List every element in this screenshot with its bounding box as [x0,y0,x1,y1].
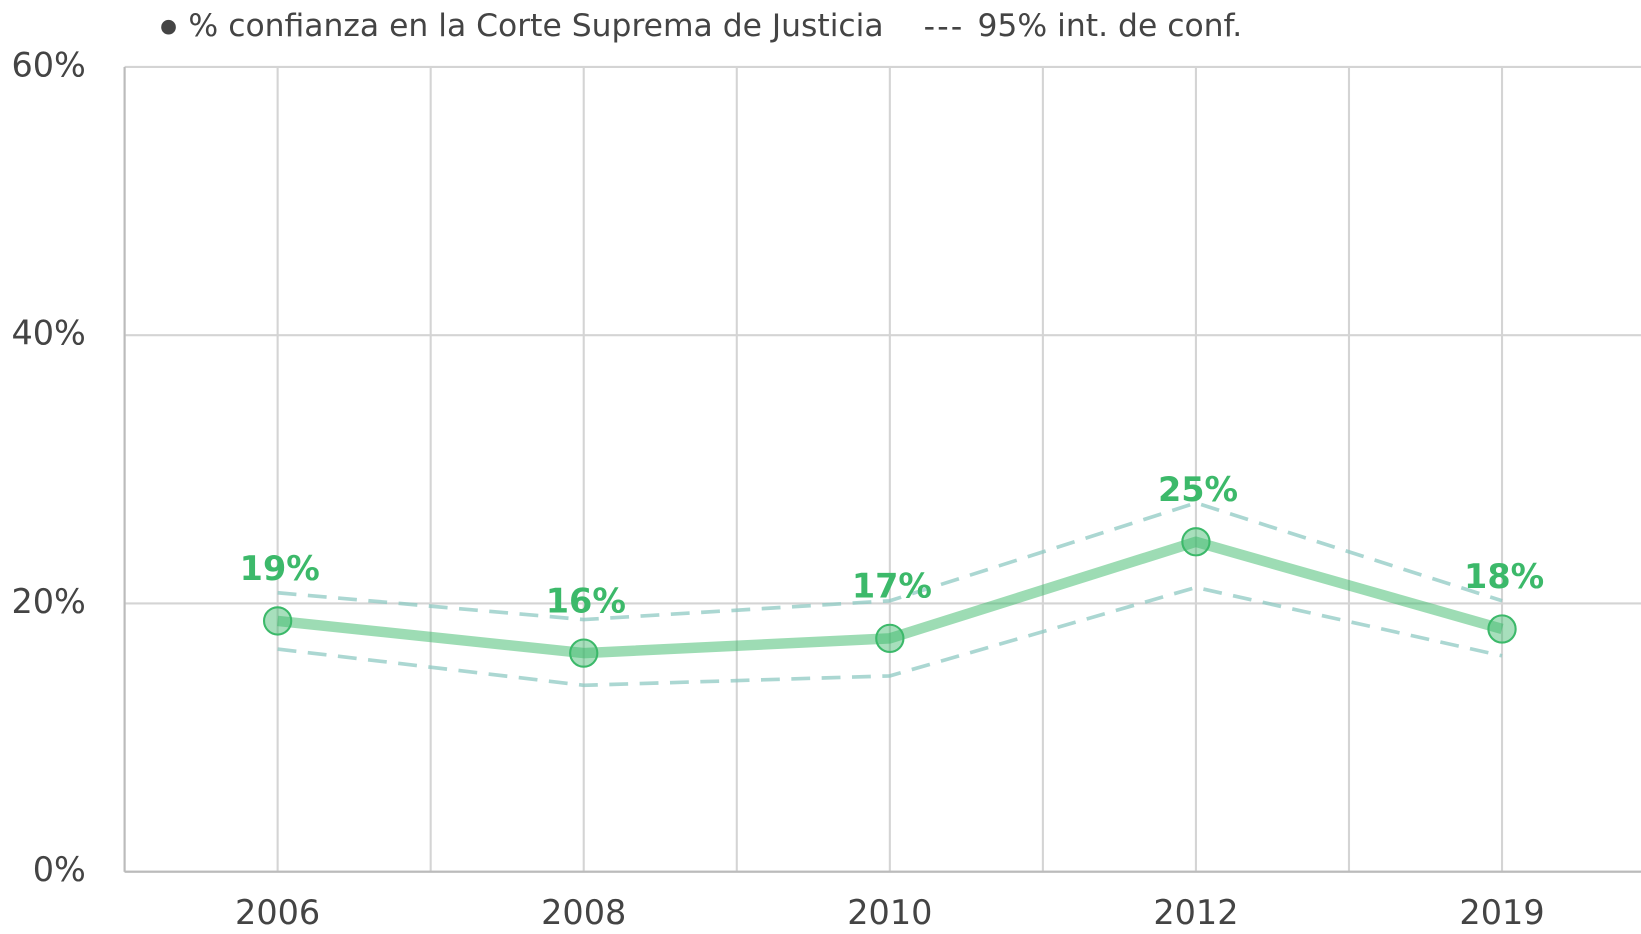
point [1487,614,1517,644]
point [875,623,905,654]
point [569,638,599,668]
ci-upper [277,500,1503,622]
y-tick-label: 60% [11,45,85,84]
x-tick-label: 2010 [847,893,932,932]
series-line [277,536,1504,659]
value-label: 18% [1464,557,1544,596]
ci-lower [277,585,1503,688]
value-label: 19% [240,549,320,588]
value-label: 17% [852,567,932,606]
y-tick-label: 0% [33,850,86,889]
y-tick-label: 20% [11,582,85,621]
x-tick-label: 2012 [1153,893,1238,932]
x-tick-label: 2019 [1459,893,1544,932]
legend-label: 95% int. de conf. [977,8,1242,44]
point [262,606,293,636]
x-tick-label: 2008 [541,893,626,932]
value-label: 16% [546,581,626,620]
legend-marker [161,19,176,35]
y-tick-label: 40% [11,314,85,353]
value-label: 25% [1158,470,1238,509]
legend: % confianza en la Corte Suprema de Justi… [161,8,1242,44]
point [1181,527,1211,557]
legend-label: % confianza en la Corte Suprema de Justi… [188,8,883,44]
x-tick-label: 2006 [235,893,320,932]
